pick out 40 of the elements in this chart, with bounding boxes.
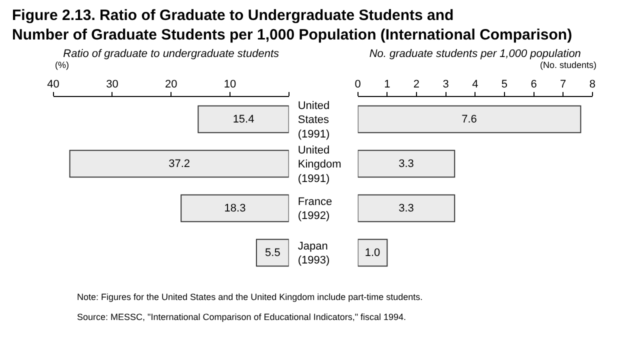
bar xyxy=(358,194,456,222)
text: (%) xyxy=(55,60,69,70)
y-tick-label: United Kingdom (1991) xyxy=(298,144,342,185)
data-label: 1.0 xyxy=(364,246,380,259)
x-axis-title: Ratio of graduate to undergraduate students xyxy=(63,48,280,60)
data-label: 37.2 xyxy=(168,158,190,170)
data-label: 7.6 xyxy=(462,113,477,126)
y-tick-label: United States (1991) xyxy=(298,100,330,140)
bar xyxy=(180,194,289,222)
x-tick-label: 6 xyxy=(530,78,537,91)
x-tick-label: 2 xyxy=(413,78,420,91)
bar xyxy=(69,150,289,178)
data-label: 15.4 xyxy=(232,113,254,126)
y-tick-label: France (1992) xyxy=(298,196,332,222)
text: Note: Figures for the United States and the United Kingdom include part-time students. xyxy=(77,292,423,302)
x-tick-label: 4 xyxy=(472,78,478,91)
x-tick-label: 20 xyxy=(164,78,178,91)
x-tick-label: 10 xyxy=(224,78,236,91)
x-axis-title: No. graduate students per 1,000 population xyxy=(369,48,581,60)
data-label: 3.3 xyxy=(398,202,414,214)
x-tick-label: 1 xyxy=(384,78,390,91)
x-tick-label: 30 xyxy=(106,78,118,91)
data-label: 3.3 xyxy=(398,158,414,170)
x-tick-label: 40 xyxy=(47,78,60,91)
data-label: 5.5 xyxy=(265,246,280,259)
chart-title: Figure 2.13. Ratio of Graduate to Undergraduate Students and Number of Graduate Students per 1,000 Population (International Comparison) xyxy=(12,7,572,44)
source-note: Source: MESSC, "International Comparison of Educational Indicators," fiscal 1994. xyxy=(77,312,406,322)
x-tick-label: 7 xyxy=(560,78,566,91)
x-tick-label: 3 xyxy=(442,78,449,91)
bar xyxy=(198,105,289,134)
text: (No. students) xyxy=(540,60,597,70)
bar xyxy=(358,238,388,267)
y-tick-label: Japan (1993) xyxy=(298,240,330,267)
x-tick-label: 5 xyxy=(501,78,508,91)
bar xyxy=(358,150,456,178)
x-tick-label: 8 xyxy=(589,78,596,91)
bar xyxy=(256,238,289,267)
x-tick-label: 0 xyxy=(354,78,361,91)
data-label: 18.3 xyxy=(224,202,246,214)
bar xyxy=(358,105,582,134)
